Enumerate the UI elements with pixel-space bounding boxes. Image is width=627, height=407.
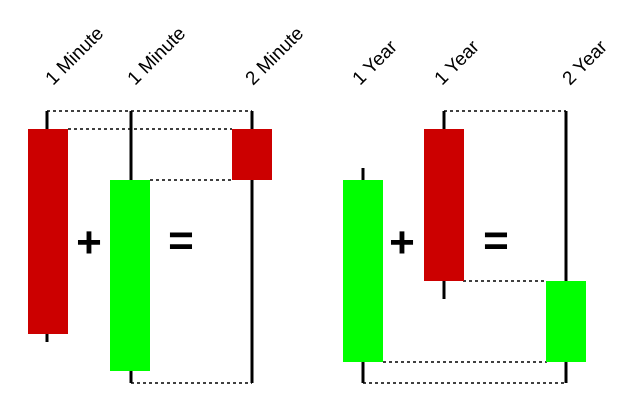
- left-candle-2-body: [110, 180, 150, 371]
- left-result-label: 2 Minute: [242, 23, 308, 89]
- right-plus-sign: +: [389, 218, 415, 267]
- left-result-body: [232, 129, 272, 180]
- left-group: + = 1 Minute 1 Minute 2 Minute: [28, 23, 308, 384]
- left-equals-sign: =: [168, 216, 194, 265]
- right-candle-2-body: [424, 129, 464, 281]
- left-candle-1-label: 1 Minute: [42, 23, 108, 89]
- right-result-label: 2 Year: [559, 36, 612, 89]
- right-candle-1-body: [343, 180, 383, 362]
- right-candle-2-label: 1 Year: [431, 36, 484, 89]
- left-plus-sign: +: [76, 218, 102, 267]
- left-candle-2-label: 1 Minute: [124, 23, 190, 89]
- right-equals-sign: =: [483, 216, 509, 265]
- right-candle-1-label: 1 Year: [349, 36, 402, 89]
- right-result-body: [546, 281, 586, 362]
- right-group: + = 1 Year 1 Year 2 Year: [343, 36, 612, 384]
- left-candle-1-body: [28, 129, 68, 334]
